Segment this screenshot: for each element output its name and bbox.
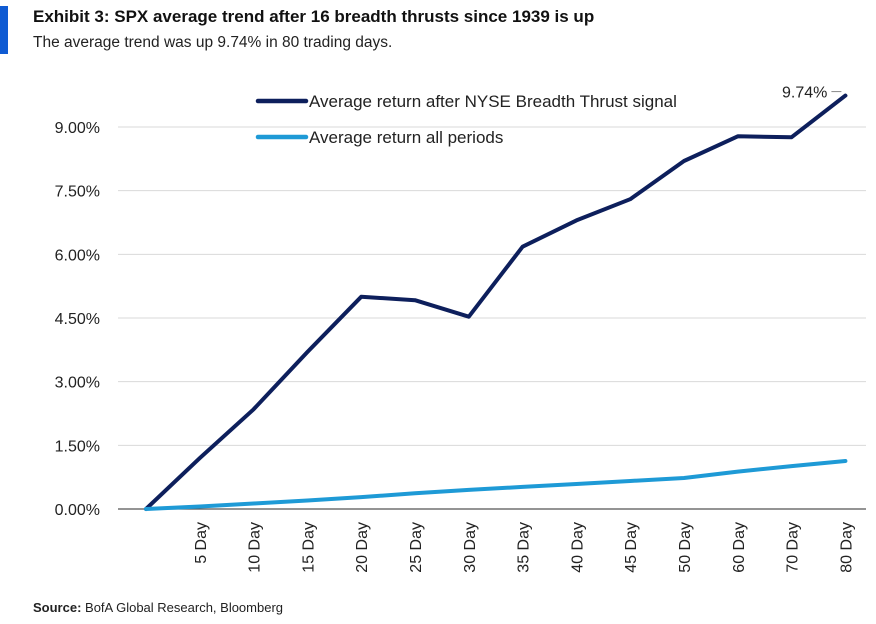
x-tick-label: 45 Day bbox=[623, 522, 640, 573]
x-tick-label: 40 Day bbox=[569, 522, 586, 573]
legend-label: Average return after NYSE Breadth Thrust… bbox=[309, 92, 677, 111]
x-tick-label: 50 Day bbox=[677, 522, 694, 573]
data-label-final: 9.74% bbox=[782, 85, 827, 102]
series-line-all-periods bbox=[144, 459, 848, 511]
source-text: BofA Global Research, Bloomberg bbox=[81, 600, 284, 615]
x-tick-label: 25 Day bbox=[408, 522, 425, 573]
series-line-breadth-thrust bbox=[144, 93, 848, 511]
y-tick-label: 6.00% bbox=[55, 247, 100, 264]
x-tick-label: 80 Day bbox=[838, 522, 855, 573]
y-tick-label: 4.50% bbox=[55, 311, 100, 328]
chart-subtitle: The average trend was up 9.74% in 80 tra… bbox=[33, 34, 393, 51]
x-tick-label: 15 Day bbox=[300, 522, 317, 573]
chart-title: Exhibit 3: SPX average trend after 16 br… bbox=[33, 7, 595, 26]
x-tick-label: 70 Day bbox=[785, 522, 802, 573]
y-tick-label: 1.50% bbox=[55, 438, 100, 455]
legend-label: Average return all periods bbox=[309, 128, 503, 147]
x-tick-label: 35 Day bbox=[516, 522, 533, 573]
y-tick-label: 7.50% bbox=[55, 184, 100, 201]
y-tick-label: 3.00% bbox=[55, 375, 100, 392]
x-tick-label: 10 Day bbox=[247, 522, 264, 573]
source-note: Source: BofA Global Research, Bloomberg bbox=[33, 600, 283, 615]
title-accent-bar bbox=[0, 6, 8, 54]
y-tick-label: 9.00% bbox=[55, 120, 100, 137]
y-tick-label: 0.00% bbox=[55, 502, 100, 519]
x-tick-label: 30 Day bbox=[462, 522, 479, 573]
x-tick-label: 20 Day bbox=[354, 522, 371, 573]
x-tick-label: 60 Day bbox=[731, 522, 748, 573]
source-label: Source: bbox=[33, 600, 82, 615]
x-tick-label: 5 Day bbox=[193, 522, 210, 564]
